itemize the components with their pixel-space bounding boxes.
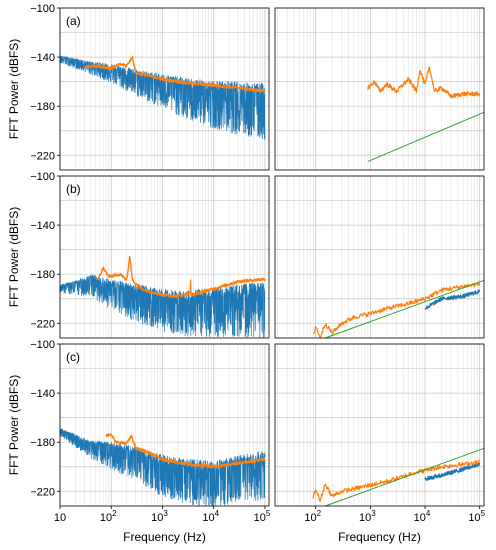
panel-label-2: (c) <box>66 350 80 364</box>
panel-label-1: (b) <box>66 182 81 196</box>
y-tick-label: −100 <box>30 3 55 15</box>
green-series-right-1 <box>325 279 485 339</box>
left-panel-0-frame <box>59 7 270 171</box>
y-tick-label: −180 <box>30 269 55 281</box>
y-tick-label: −180 <box>30 101 55 113</box>
y-tick-label: −220 <box>30 486 55 498</box>
left-panel-2-frame <box>59 343 270 507</box>
orange-series-right-2 <box>312 459 480 502</box>
y-tick-label: −100 <box>30 339 55 351</box>
x-tick-exponent: 2 <box>112 509 117 518</box>
orange-series-left-1 <box>97 255 266 299</box>
right-2-grid <box>275 343 484 506</box>
y-tick-label: −140 <box>30 388 55 400</box>
y-axis-title-0: FFT Power (dBFS) <box>7 39 21 139</box>
x-tick-label: 103 <box>359 509 376 524</box>
x-tick-exponent: 3 <box>371 509 376 518</box>
blue-series-right-1 <box>424 289 480 310</box>
x-tick-exponent: 4 <box>426 509 431 518</box>
green-series-right-0 <box>367 111 485 162</box>
orange-series-right-1 <box>312 281 481 339</box>
right-panel-2-frame <box>274 343 485 507</box>
x-tick-label: 102 <box>304 509 321 524</box>
x-axis-title-right: Frequency (Hz) <box>338 530 421 544</box>
x-tick-label: 10 <box>54 512 66 524</box>
x-axis-title-left: Frequency (Hz) <box>123 530 206 544</box>
y-tick-label: −100 <box>30 171 55 183</box>
blue-series-right-2 <box>424 462 481 482</box>
y-tick-label: −220 <box>30 150 55 162</box>
right-panel-0-frame <box>274 7 485 171</box>
x-tick-label: 104 <box>202 509 219 524</box>
orange-series-right-0 <box>367 66 480 99</box>
x-tick-exponent: 2 <box>317 509 322 518</box>
orange-series-left-2 <box>105 433 266 469</box>
x-tick-label: 103 <box>151 509 168 524</box>
blue-series-left-0 <box>59 55 266 140</box>
y-tick-label: −140 <box>30 220 55 232</box>
y-axis-title-2: FFT Power (dBFS) <box>7 375 21 475</box>
x-tick-exponent: 3 <box>163 509 168 518</box>
left-panel-1-frame <box>59 175 270 339</box>
x-tick-label: 102 <box>100 509 117 524</box>
y-tick-label: −180 <box>30 437 55 449</box>
y-tick-label: −220 <box>30 318 55 330</box>
y-tick-label: −140 <box>30 52 55 64</box>
x-tick-exponent: 4 <box>215 509 220 518</box>
x-tick-exponent: 5 <box>266 509 271 518</box>
x-tick-label: 105 <box>254 509 271 524</box>
y-axis-title-1: FFT Power (dBFS) <box>7 207 21 307</box>
blue-series-left-1 <box>59 274 266 339</box>
x-tick-label: 105 <box>468 509 485 524</box>
right-1-grid <box>275 175 484 338</box>
panel-label-0: (a) <box>66 14 81 28</box>
x-tick-label: 104 <box>414 509 431 524</box>
right-panel-1-frame <box>274 175 485 339</box>
x-tick-exponent: 5 <box>481 509 486 518</box>
orange-series-left-0 <box>83 56 266 93</box>
green-series-right-2 <box>325 447 485 507</box>
